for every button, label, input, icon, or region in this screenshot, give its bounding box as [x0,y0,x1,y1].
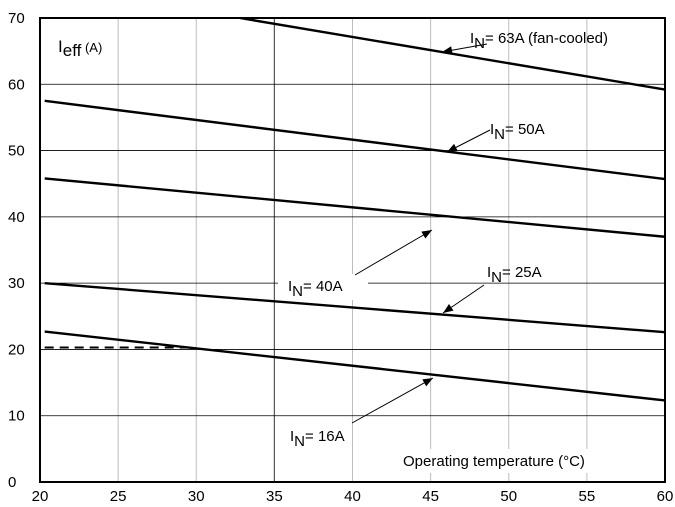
annotation-arrow-head [422,378,433,387]
series-label-sub: N [491,269,502,286]
x-tick-label: 20 [32,488,49,505]
series-label-rest: = 50A [505,121,545,138]
y-tick-label: 70 [8,10,25,27]
y-tick-label: 10 [8,408,25,425]
series-label-prefix: I [290,428,294,445]
label-background [278,274,368,300]
x-axis-label: Operating temperature (°C) [403,453,585,470]
series-label: IN= 25A [487,264,542,286]
series-line-25a [44,281,666,334]
y-tick-label: 60 [8,76,25,93]
y-axis-label-sub: eff [63,41,82,60]
series-label-sub: N [474,35,485,52]
x-tick-label: 30 [188,488,205,505]
y-tick-label: 30 [8,275,25,292]
annotation-arrow-head [421,230,432,239]
annotation-arrow-line [354,229,433,276]
x-tick-label: 50 [500,488,517,505]
x-tick-label: 40 [344,488,361,505]
series-label-sub: N [292,283,303,300]
y-tick-label: 20 [8,341,25,358]
x-tick-label: 55 [579,488,596,505]
plot-border [39,17,666,483]
series-label-rest: = 40A [303,278,343,295]
x-axis-label-group: Operating temperature (°C) [398,449,638,473]
y-tick-label: 40 [8,209,25,226]
annotation-arrow-head [442,46,453,55]
series-line-16a [44,330,666,402]
series-lines [44,16,666,402]
series-label: IN= 50A [490,121,545,143]
series-label-prefix: I [470,30,474,47]
y-tick-label: 0 [8,474,16,491]
series-label-rest: = 16A [305,428,345,445]
annotation-arrow-line [351,377,434,424]
series-label-prefix: I [288,278,292,295]
series-line-63afancooled [239,16,666,91]
series-label-rest: = 25A [502,264,542,281]
series-line-50a [44,99,666,181]
series-label: IN= 40A [288,278,343,300]
x-tick-label: 45 [422,488,439,505]
x-tick-label: 35 [266,488,283,505]
series-label: IN= 16A [290,428,345,450]
series-label-sub: N [494,126,505,143]
y-axis-label-unit: (A) [81,40,102,55]
grid [40,18,665,482]
series-label-prefix: I [490,121,494,138]
x-tick-label: 60 [657,488,674,505]
x-tick-label: 25 [110,488,127,505]
annotation-arrow-head [443,304,454,313]
series-label-rest: = 63A (fan-cooled) [485,30,608,47]
series-label-prefix: I [487,264,491,281]
y-axis-label-main: I [58,37,63,56]
y-tick-label: 50 [8,143,25,160]
series-label: IN= 63A (fan-cooled) [470,30,608,52]
tick-labels: 20 25 30 35 40 45 50 55 60 0 10 20 30 40 50 60 70 [8,10,673,505]
series-label-sub: N [294,433,305,450]
annotation-arrow-head [447,143,458,152]
y-axis-label: Ieff (A) [58,37,102,60]
series-line-40a [44,177,666,238]
